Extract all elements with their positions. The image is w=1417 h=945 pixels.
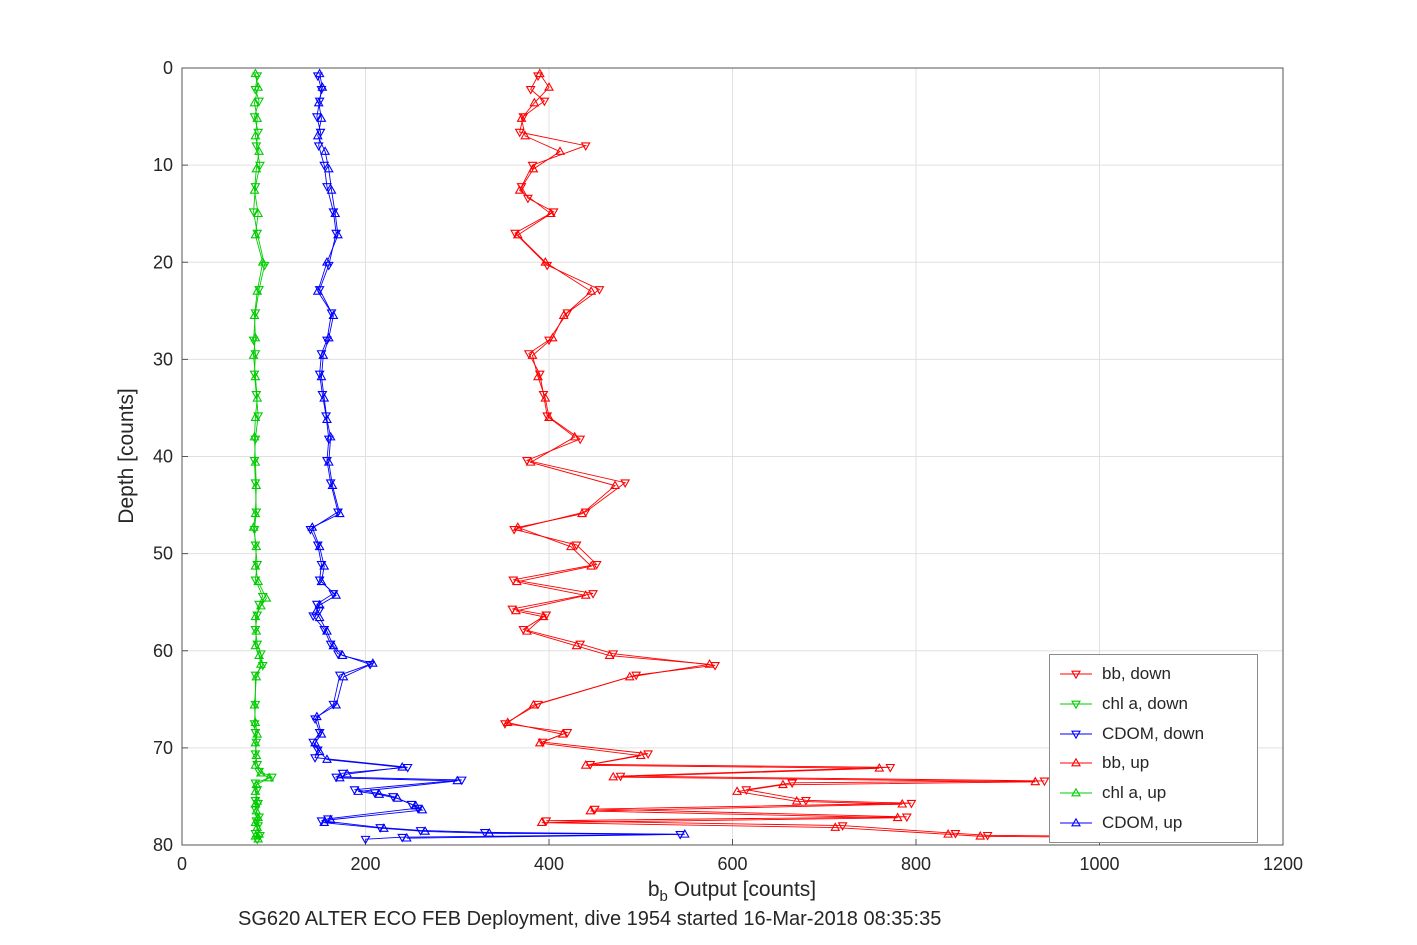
x-axis-label-prefix: b <box>647 878 660 901</box>
svg-text:60: 60 <box>153 641 173 661</box>
legend-item-cdom-up: CDOM, up <box>1050 809 1257 837</box>
svg-text:40: 40 <box>153 447 173 467</box>
legend-label: bb, down <box>1102 663 1171 683</box>
svg-text:80: 80 <box>153 835 173 855</box>
legend-marker-bb-down-icon <box>1060 670 1092 680</box>
svg-text:1000: 1000 <box>1079 854 1119 874</box>
legend-marker-bb-up-icon <box>1060 758 1092 767</box>
y-axis-label: Depth [counts] <box>115 388 138 524</box>
legend-label: CDOM, up <box>1102 813 1183 833</box>
legend-item-chla-down: chl a, down <box>1050 690 1257 718</box>
legend-item-bb-up: bb, up <box>1050 749 1257 777</box>
legend-label: chl a, down <box>1102 693 1188 713</box>
svg-text:800: 800 <box>901 854 931 874</box>
legend: bb, down chl a, down CDOM, down bb, up c… <box>1049 654 1258 843</box>
svg-text:1200: 1200 <box>1263 854 1303 874</box>
svg-text:600: 600 <box>717 854 747 874</box>
svg-text:400: 400 <box>534 854 564 874</box>
legend-marker-chla-up-icon <box>1060 787 1092 797</box>
legend-label: CDOM, down <box>1102 723 1205 743</box>
chart-title: SG620 ALTER ECO FEB Deployment, dive 195… <box>238 908 942 930</box>
svg-text:0: 0 <box>177 854 187 874</box>
svg-text:200: 200 <box>350 854 380 874</box>
svg-text:10: 10 <box>153 155 173 175</box>
svg-text:50: 50 <box>153 544 173 564</box>
legend-marker-chla-down-icon <box>1060 700 1092 709</box>
svg-text:70: 70 <box>153 738 173 758</box>
legend-label: bb, up <box>1102 753 1150 773</box>
legend-item-chla-up: chl a, up <box>1050 779 1257 807</box>
legend-item-bb-down: bb, down <box>1050 660 1257 688</box>
x-axis-label-suffix: Output [counts] <box>667 878 817 901</box>
svg-text:20: 20 <box>153 252 173 272</box>
x-axis-label-subscript: b <box>659 888 668 906</box>
legend-marker-cdom-up-icon <box>1060 817 1092 827</box>
legend-item-cdom-down: CDOM, down <box>1050 720 1257 748</box>
legend-label: chl a, up <box>1102 783 1167 803</box>
svg-text:30: 30 <box>153 349 173 369</box>
legend-marker-cdom-down-icon <box>1060 730 1092 739</box>
x-axis-label: bb Output [counts] <box>648 878 816 905</box>
svg-text:0: 0 <box>163 58 173 78</box>
